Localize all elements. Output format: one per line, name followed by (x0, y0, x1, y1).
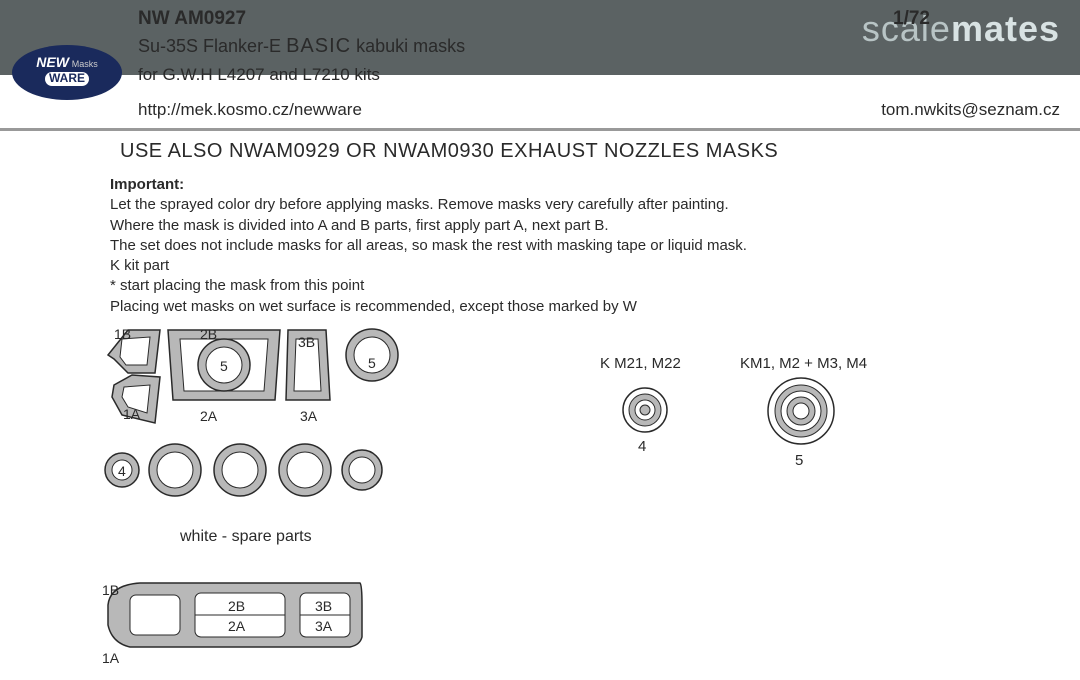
label-2b: 2B (200, 326, 217, 342)
side-1a: 1A (102, 650, 119, 666)
important-line-5: * start placing the mask from this point (110, 276, 747, 296)
side-1b: 1B (102, 582, 119, 598)
important-line-4: K kit part (110, 256, 747, 276)
important-line-2: Where the mask is divided into A and B p… (110, 216, 747, 236)
important-section: Important: Let the sprayed color dry bef… (110, 175, 747, 317)
side-3b: 3B (315, 598, 332, 614)
label-1b: 1B (114, 326, 131, 342)
label-5b: 5 (220, 358, 228, 374)
watermark: scalemates (862, 8, 1060, 50)
product-title: Su-35S Flanker-E BASIC kabuki masks (138, 35, 465, 58)
logo-text: NEW Masks WARE (12, 45, 122, 86)
wheel-label-left: K M21, M22 (600, 355, 681, 372)
canopy-mask-diagram (100, 325, 440, 525)
side-2b: 2B (228, 598, 245, 614)
important-line-3: The set does not include masks for all a… (110, 236, 747, 256)
side-3a: 3A (315, 618, 332, 634)
basic-tag: BASIC (286, 35, 351, 57)
label-1a: 1A (123, 406, 140, 422)
label-3b: 3B (298, 334, 315, 350)
use-also-note: USE ALSO NWAM0929 OR NWAM0930 EXHAUST NO… (120, 140, 778, 163)
watermark-suffix: mates (951, 8, 1060, 49)
title-suffix: kabuki masks (356, 36, 465, 56)
label-3a: 3A (300, 408, 317, 424)
important-line-6: Placing wet masks on wet surface is reco… (110, 297, 747, 317)
website-url: http://mek.kosmo.cz/newware (138, 100, 362, 120)
side-2a: 2A (228, 618, 245, 634)
wheel-large-diagram (765, 375, 837, 447)
important-label: Important: (110, 175, 747, 195)
wheel-num-right: 5 (795, 452, 803, 469)
divider-line (0, 128, 1080, 131)
label-4: 4 (118, 463, 126, 479)
label-2a: 2A (200, 408, 217, 424)
product-code: NW AM0927 (138, 8, 246, 30)
kits-info: for G.W.H L4207 and L7210 kits (138, 65, 380, 85)
spare-parts-note: white - spare parts (180, 528, 312, 546)
brand-logo: NEW Masks WARE (12, 45, 122, 100)
contact-email: tom.nwkits@seznam.cz (881, 100, 1060, 120)
wheel-label-right: KM1, M2 + M3, M4 (740, 355, 867, 372)
wheel-small-diagram (620, 385, 670, 435)
scale-text: 1/72 (893, 8, 930, 30)
important-line-1: Let the sprayed color dry before applyin… (110, 195, 747, 215)
model-name: Su-35S Flanker-E (138, 36, 281, 56)
wheel-num-left: 4 (638, 438, 646, 455)
label-5a: 5 (368, 355, 376, 371)
